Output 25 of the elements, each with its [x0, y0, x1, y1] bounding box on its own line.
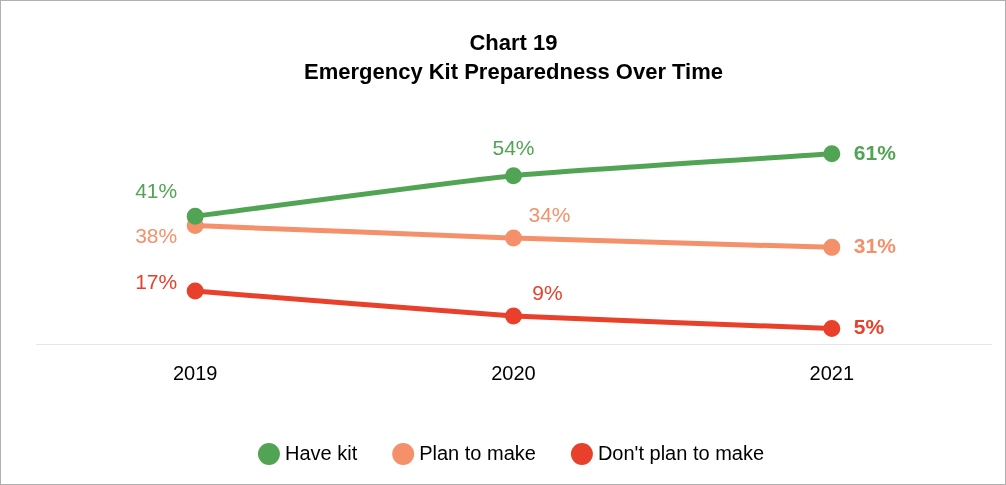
x-tick-label: 2021 — [809, 361, 855, 384]
data-label: 5% — [853, 315, 885, 339]
data-label: 31% — [853, 234, 897, 258]
legend-label: Don't plan to make — [597, 441, 765, 464]
x-tick-label: 2019 — [172, 361, 218, 384]
x-tick-label: 2020 — [491, 361, 536, 384]
point — [505, 167, 522, 185]
chart-title: Chart 19 — [469, 30, 558, 56]
legend-label: Have kit — [284, 441, 358, 464]
chart-subtitle: Emergency Kit Preparedness Over Time — [303, 58, 724, 84]
point — [186, 207, 204, 225]
point — [823, 319, 841, 337]
point — [823, 238, 841, 256]
data-label: 9% — [532, 280, 563, 304]
data-label: 17% — [135, 269, 178, 293]
point — [823, 145, 841, 163]
data-label: 41% — [135, 178, 178, 202]
data-label: 61% — [853, 140, 897, 164]
point — [505, 229, 522, 247]
point — [186, 282, 204, 300]
data-label: 54% — [492, 136, 535, 160]
legend-label: Plan to make — [419, 441, 536, 464]
data-label: 38% — [135, 224, 178, 248]
data-label: 34% — [528, 202, 571, 226]
point — [505, 307, 522, 325]
